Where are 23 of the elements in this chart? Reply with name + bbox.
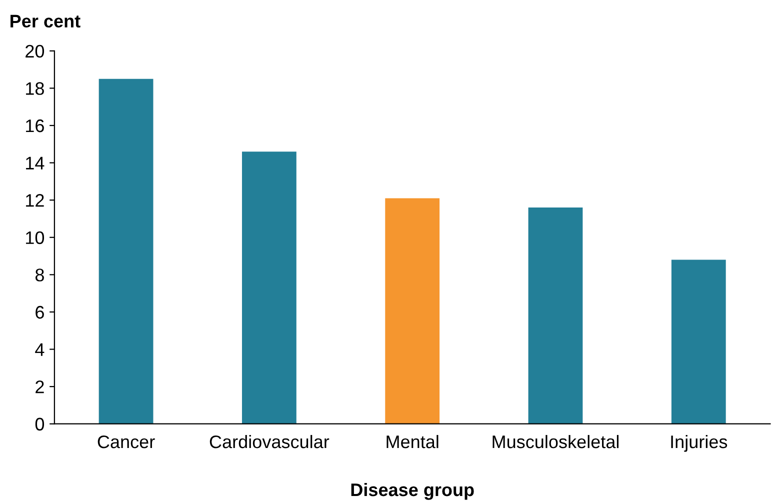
y-tick-label: 12 (26, 194, 44, 207)
x-tick-label: Cardiovascular (210, 434, 330, 448)
bar (242, 152, 296, 424)
x-tick-label: Injuries (671, 434, 728, 452)
x-tick-label: Musculoskeletal (492, 434, 619, 448)
y-tick-label: 2 (36, 380, 44, 394)
y-tick-label: 16 (26, 119, 44, 132)
y-tick-label: 6 (36, 306, 44, 319)
y-tick-label: 20 (26, 44, 44, 58)
x-tick-label: Cancer (98, 435, 155, 448)
y-tick-label: 18 (26, 82, 44, 95)
y-tick-label: 14 (26, 156, 44, 170)
bar (385, 198, 440, 424)
y-axis-title: Per cent (10, 14, 80, 28)
y-tick-label: 0 (35, 418, 44, 431)
x-axis-title: Disease group (351, 482, 474, 500)
y-tick-label: 4 (35, 343, 44, 356)
y-tick-label: 10 (26, 231, 44, 244)
bar (671, 260, 726, 424)
bar (98, 78, 154, 424)
y-tick-label: 8 (35, 268, 44, 282)
x-tick-label: Mental (386, 434, 438, 448)
bar (528, 208, 583, 424)
